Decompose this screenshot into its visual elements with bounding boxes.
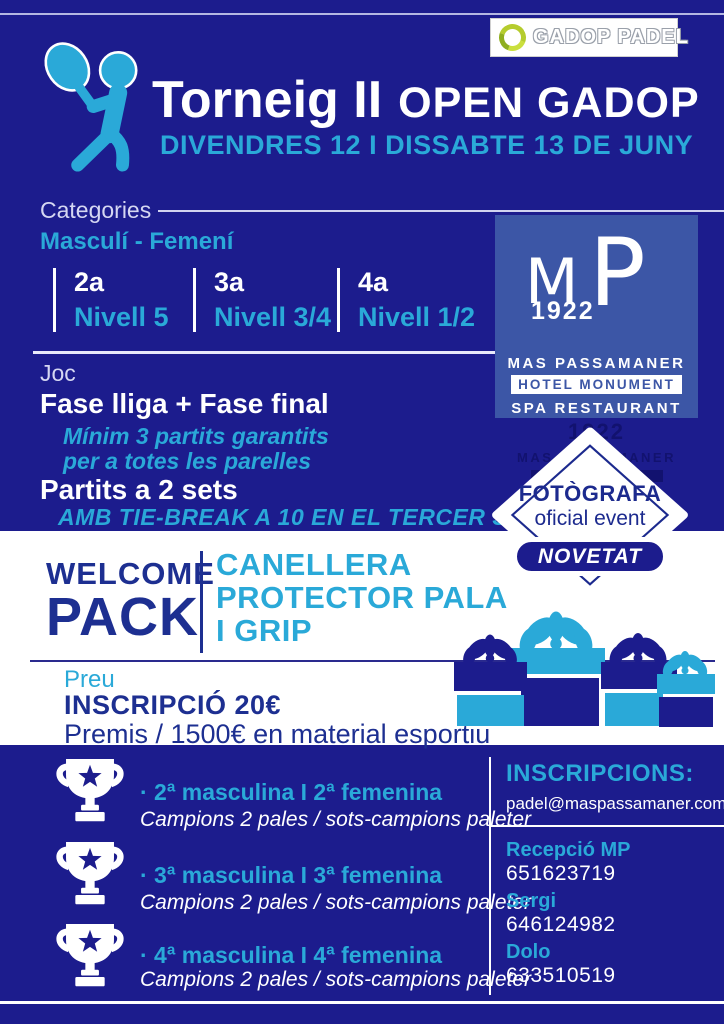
padel-player-icon — [44, 42, 138, 172]
hotel-monument-label: HOTEL MONUMENT — [511, 375, 682, 394]
bottom-divider-line — [0, 1001, 724, 1004]
category-level: Nivell 1/2 — [358, 302, 476, 332]
prizes-line: Premis / 1500€ en material esportiu — [64, 719, 491, 749]
welcome-pack-contents: CANELLERA PROTECTOR PALA I GRIP — [216, 548, 508, 647]
inscriptions-divider-line — [489, 825, 724, 827]
gadop-padel-logo: GADOP PADEL — [490, 18, 688, 57]
categories-divider-line — [158, 210, 724, 212]
award-2-title: · 3ª masculina I 3ª femenina — [140, 862, 443, 888]
welcome-pack-item3: I GRIP — [216, 613, 313, 648]
preu-divider-line — [30, 660, 715, 662]
hotel-name: MAS PASSAMANER — [507, 355, 686, 372]
welcome-pack-item1: CANELLERA — [216, 547, 412, 582]
category-level: Nivell 5 — [74, 302, 169, 332]
gadop-logo-icon — [494, 19, 531, 56]
novetat-pill: NOVETAT — [512, 537, 668, 576]
joc-sets-line: Partits a 2 sets — [40, 474, 238, 505]
award-3-title: · 4ª masculina I 4ª femenina — [140, 942, 443, 968]
top-divider-line — [0, 13, 724, 15]
preu-section-label: Preu — [64, 666, 115, 693]
title-main: Torneig II — [152, 71, 383, 129]
photographer-badge: FOTÒGRAFA oficial event NOVETAT — [488, 425, 692, 615]
category-item-2a: 2a Nivell 5 — [53, 268, 169, 332]
hotel-monogram-m: M — [525, 245, 579, 318]
category-item-3a: 3a Nivell 3/4 — [193, 268, 331, 332]
categories-section-label: Categories — [40, 197, 152, 223]
category-name: 4a — [358, 267, 389, 297]
joc-guarantee-note-line2: per a totes les parelles — [63, 448, 312, 474]
badge-subtitle: oficial event — [534, 507, 646, 530]
event-dates: DIVENDRES 12 I DISSABTE 13 DE JUNY — [160, 130, 694, 160]
welcome-pack-item2: PROTECTOR PALA — [216, 580, 508, 615]
poster-title: Torneig II OPEN GADOP — [152, 70, 700, 130]
trophy-icon — [56, 759, 124, 822]
award-2-subtitle: Campions 2 pales / sots-campions paleter — [140, 891, 532, 914]
award-3-subtitle: Campions 2 pales / sots-campions paleter — [140, 968, 532, 991]
joc-phase-line: Fase lliga + Fase final — [40, 388, 329, 419]
trophy-icon — [56, 924, 124, 987]
title-accent: OPEN GADOP — [398, 79, 700, 127]
inscriptions-vertical-line — [489, 757, 491, 995]
joc-guarantee-note-line1: Mínim 3 partits garantits — [63, 423, 329, 449]
inscriptions-title: INSCRIPCIONS: — [506, 760, 694, 787]
award-1-subtitle: Campions 2 pales / sots-campions paleter — [140, 808, 532, 831]
hotel-logo: M P 1922 MAS PASSAMANER HOTEL MONUMENT S… — [495, 215, 698, 418]
welcome-pack-word1: WELCOME — [46, 556, 215, 591]
inscription-price: INSCRIPCIÓ 20€ — [64, 690, 282, 720]
category-name: 3a — [214, 267, 245, 297]
badge-title: FOTÒGRAFA — [518, 481, 662, 506]
welcome-pack-word2: PACK — [46, 587, 200, 647]
hotel-monogram-p: P — [589, 219, 646, 328]
welcome-pack-divider-line — [200, 551, 203, 653]
joc-guarantee-note: Mínim 3 partits garantits per a totes le… — [63, 424, 329, 474]
contact-1-phone: 651623719 — [506, 862, 616, 885]
contact-3-phone: 633510519 — [506, 964, 616, 987]
trophy-icon — [56, 842, 124, 905]
gift-boxes-icon — [454, 611, 715, 727]
hotel-monument-strip: HOTEL MONUMENT — [495, 375, 698, 394]
award-1-title: · 2ª masculina I 2ª femenina — [140, 779, 443, 805]
gadop-logo-text: GADOP PADEL — [533, 26, 689, 48]
contact-2-phone: 646124982 — [506, 913, 616, 936]
gender-line: Masculí - Femení — [40, 228, 234, 255]
joc-tiebreak-note: AMB TIE-BREAK A 10 EN EL TERCER SET — [58, 504, 539, 530]
hotel-year: 1922 — [531, 297, 595, 325]
category-item-4a: 4a Nivell 1/2 — [337, 268, 475, 332]
category-name: 2a — [74, 267, 105, 297]
joc-section-label: Joc — [40, 360, 76, 386]
category-level: Nivell 3/4 — [214, 302, 332, 332]
contact-2-name: Sergi — [506, 890, 557, 912]
contact-1-name: Recepció MP — [506, 839, 631, 861]
joc-divider-line — [33, 351, 495, 354]
hotel-spa-label: SPA RESTAURANT — [511, 400, 682, 417]
inscriptions-email: padel@maspassamaner.com — [506, 794, 724, 813]
contact-3-name: Dolo — [506, 941, 551, 963]
